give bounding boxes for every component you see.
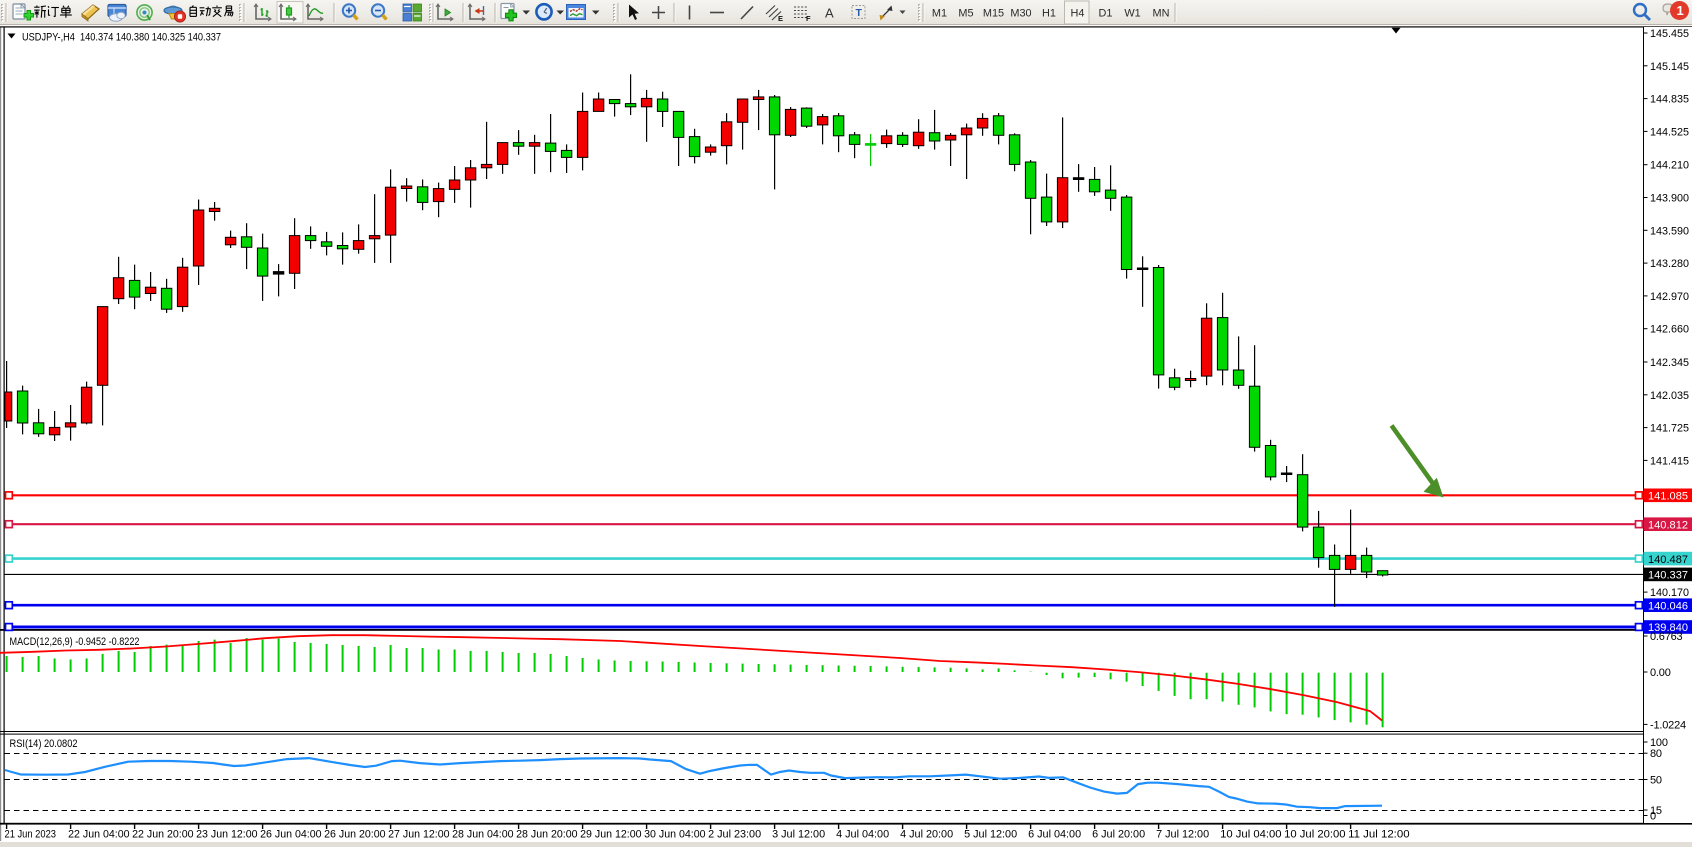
svg-text:142.345: 142.345 [1650,357,1689,369]
svg-text:145.455: 145.455 [1650,28,1689,40]
svg-text:143.900: 143.900 [1650,193,1689,205]
svg-text:140.337: 140.337 [1648,570,1688,582]
svg-text:W1: W1 [1124,7,1140,19]
svg-text:-1.0224: -1.0224 [1650,719,1686,731]
svg-text:29 Jun 12:00: 29 Jun 12:00 [580,829,642,841]
svg-text:140.170: 140.170 [1650,587,1689,599]
svg-text:T: T [856,7,863,19]
svg-text:143.590: 143.590 [1650,225,1689,237]
svg-text:4 Jul 04:00: 4 Jul 04:00 [836,829,889,841]
svg-text:144.210: 144.210 [1650,160,1689,172]
svg-text:26 Jun 04:00: 26 Jun 04:00 [260,829,322,841]
svg-text:A: A [825,6,834,21]
svg-text:6 Jul 04:00: 6 Jul 04:00 [1028,829,1081,841]
svg-text:E: E [778,14,783,23]
svg-text:3 Jul 12:00: 3 Jul 12:00 [772,829,825,841]
svg-text:MACD(12,26,9) -0.9452 -0.8222: MACD(12,26,9) -0.9452 -0.8222 [10,636,140,648]
svg-text:30 Jun 04:00: 30 Jun 04:00 [644,829,706,841]
svg-text:15: 15 [1650,805,1662,817]
svg-text:6 Jul 20:00: 6 Jul 20:00 [1092,829,1145,841]
svg-text:140.487: 140.487 [1648,554,1688,566]
svg-text:144.525: 144.525 [1650,126,1689,138]
svg-text:141.725: 141.725 [1650,423,1689,435]
svg-text:142.660: 142.660 [1650,324,1689,336]
svg-text:28 Jun 20:00: 28 Jun 20:00 [516,829,578,841]
svg-text:M30: M30 [1010,7,1031,19]
svg-text:26 Jun 20:00: 26 Jun 20:00 [324,829,386,841]
svg-text:28 Jun 04:00: 28 Jun 04:00 [452,829,513,841]
svg-text:2 Jul 23:00: 2 Jul 23:00 [708,829,761,841]
svg-text:139.840: 139.840 [1648,622,1688,634]
svg-text:141.085: 141.085 [1648,491,1688,503]
svg-text:0.6763: 0.6763 [1650,631,1683,643]
svg-text:21 Jun 2023: 21 Jun 2023 [5,829,57,841]
svg-text:50: 50 [1650,775,1662,787]
svg-text:H1: H1 [1042,7,1056,19]
svg-text:27 Jun 12:00: 27 Jun 12:00 [388,829,450,841]
svg-text:M1: M1 [932,7,947,19]
svg-text:MN: MN [1153,7,1170,19]
svg-text:F: F [806,14,811,23]
svg-text:H4: H4 [1071,7,1085,19]
svg-text:144.835: 144.835 [1650,94,1689,106]
svg-text:140.046: 140.046 [1648,600,1688,612]
svg-text:22 Jun 04:00: 22 Jun 04:00 [68,829,130,841]
svg-text:142.035: 142.035 [1650,390,1689,402]
svg-text:5 Jul 12:00: 5 Jul 12:00 [964,829,1017,841]
svg-text:141.415: 141.415 [1650,455,1689,467]
svg-text:142.970: 142.970 [1650,291,1689,303]
svg-text:140.812: 140.812 [1648,519,1688,531]
svg-text:RSI(14) 20.0802: RSI(14) 20.0802 [10,738,78,750]
svg-text:0.00: 0.00 [1650,667,1671,679]
svg-text:100: 100 [1650,737,1668,749]
svg-text:10 Jul 20:00: 10 Jul 20:00 [1284,829,1346,841]
svg-text:80: 80 [1650,748,1662,760]
svg-text:145.145: 145.145 [1650,61,1689,73]
svg-text:D1: D1 [1099,7,1113,19]
svg-text:M5: M5 [958,7,973,19]
svg-text:23 Jun 12:00: 23 Jun 12:00 [196,829,258,841]
svg-text:11 Jul 12:00: 11 Jul 12:00 [1348,829,1410,841]
svg-text:0: 0 [1650,811,1656,823]
svg-text:M15: M15 [983,7,1004,19]
svg-text:7 Jul 12:00: 7 Jul 12:00 [1156,829,1209,841]
svg-text:10 Jul 04:00: 10 Jul 04:00 [1220,829,1282,841]
svg-text:143.280: 143.280 [1650,258,1689,270]
svg-text:USDJPY-,H4 140.374 140.380 14: USDJPY-,H4 140.374 140.380 140.325 140.3… [22,32,221,44]
svg-text:4 Jul 20:00: 4 Jul 20:00 [900,829,953,841]
svg-text:22 Jun 20:00: 22 Jun 20:00 [132,829,194,841]
svg-text:1: 1 [1677,3,1684,18]
